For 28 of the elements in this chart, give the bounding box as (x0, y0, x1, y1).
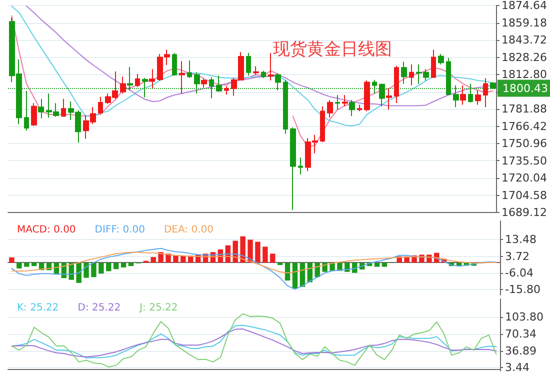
y-tick-label: 1766.42 (502, 120, 548, 133)
ref-line-label: 1800.43 (502, 82, 548, 95)
text: K: 25.22 (17, 302, 59, 314)
y-tick-label: 1781.88 (502, 102, 548, 116)
y-tick-label: 36.89 (505, 344, 536, 358)
y-tick-label: 13.48 (505, 233, 536, 246)
series-label: DIFF: 0.00 (94, 224, 145, 236)
y-tick-label: -15.80 (505, 283, 540, 296)
text: 现货黄金日线图 (273, 40, 392, 60)
text: MACD: 0.00 (17, 224, 76, 236)
y-tick-label: 1812.80 (502, 68, 548, 81)
y-tick-label: 1720.04 (502, 172, 548, 184)
y-tick-label: -6.04 (505, 266, 534, 280)
series-label: J: 25.22 (138, 302, 178, 314)
y-tick-label: 70.34 (505, 328, 536, 340)
y-tick-label: 1704.58 (502, 188, 548, 202)
y-tick-label: 3.72 (505, 250, 530, 263)
y-tick-label: 1859.18 (502, 16, 548, 30)
y-tick-label: 3.44 (505, 361, 530, 374)
y-tick-label: 103.80 (505, 310, 544, 324)
y-tick-label: 1735.50 (502, 154, 548, 168)
y-tick-label: 1828.26 (502, 50, 548, 64)
y-tick-label: 1874.64 (502, 0, 548, 12)
y-tick-label: 1750.96 (502, 137, 548, 150)
y-tick-label: 1689.12 (502, 206, 548, 219)
text: D: 25.22 (78, 302, 121, 314)
series-label: DEA: 0.00 (164, 224, 214, 236)
y-tick-label: 1843.72 (502, 34, 548, 46)
